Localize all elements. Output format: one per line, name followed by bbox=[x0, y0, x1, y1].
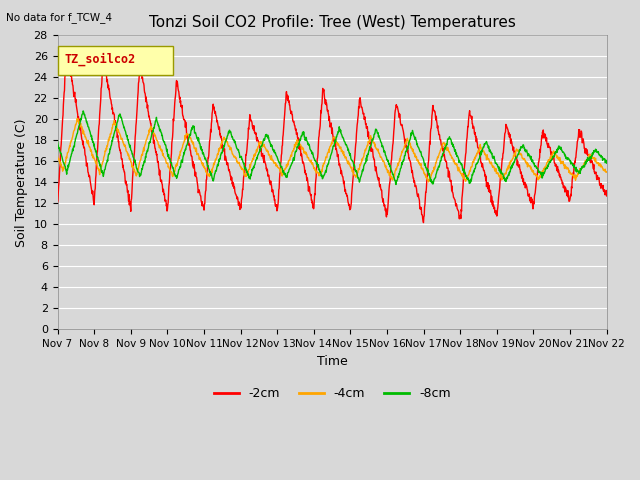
-2cm bbox=[54, 200, 61, 205]
Line: -4cm: -4cm bbox=[58, 119, 607, 182]
-8cm bbox=[287, 163, 294, 169]
X-axis label: Time: Time bbox=[317, 355, 348, 368]
-2cm bbox=[63, 50, 71, 56]
-8cm bbox=[97, 162, 104, 168]
Line: -8cm: -8cm bbox=[58, 111, 607, 184]
Text: TZ_soilco2: TZ_soilco2 bbox=[64, 53, 136, 66]
-2cm bbox=[287, 110, 294, 116]
-2cm bbox=[119, 165, 127, 170]
-8cm bbox=[79, 108, 87, 114]
-4cm bbox=[54, 153, 61, 159]
Text: No data for f_TCW_4: No data for f_TCW_4 bbox=[6, 12, 113, 23]
-4cm bbox=[74, 116, 81, 121]
-4cm bbox=[287, 152, 294, 158]
-2cm bbox=[308, 200, 316, 206]
Title: Tonzi Soil CO2 Profile: Tree (West) Temperatures: Tonzi Soil CO2 Profile: Tree (West) Temp… bbox=[148, 15, 515, 30]
-4cm bbox=[119, 139, 127, 145]
-4cm bbox=[298, 146, 306, 152]
-4cm bbox=[425, 179, 433, 185]
Line: -2cm: -2cm bbox=[58, 53, 607, 223]
-2cm bbox=[420, 220, 428, 226]
-2cm bbox=[367, 140, 374, 146]
-8cm bbox=[54, 139, 61, 144]
-4cm bbox=[367, 133, 374, 139]
-2cm bbox=[97, 102, 104, 108]
-8cm bbox=[119, 120, 127, 126]
-4cm bbox=[603, 169, 611, 175]
-8cm bbox=[392, 181, 400, 187]
-8cm bbox=[308, 151, 316, 157]
FancyBboxPatch shape bbox=[58, 46, 173, 75]
-2cm bbox=[298, 156, 306, 162]
-8cm bbox=[603, 160, 611, 166]
Legend: -2cm, -4cm, -8cm: -2cm, -4cm, -8cm bbox=[209, 383, 456, 406]
-4cm bbox=[97, 166, 104, 172]
-4cm bbox=[308, 161, 316, 167]
Y-axis label: Soil Temperature (C): Soil Temperature (C) bbox=[15, 118, 28, 247]
-2cm bbox=[603, 193, 611, 199]
-8cm bbox=[298, 131, 306, 137]
-8cm bbox=[367, 143, 374, 149]
